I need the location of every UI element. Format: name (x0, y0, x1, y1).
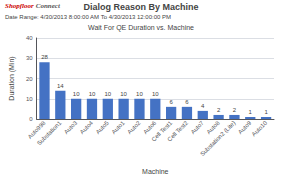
svg-text:0: 0 (29, 116, 33, 122)
svg-text:10: 10 (89, 91, 96, 97)
svg-text:Auto1: Auto1 (110, 119, 126, 135)
svg-text:20: 20 (26, 76, 33, 82)
svg-text:1: 1 (264, 109, 268, 115)
svg-text:10: 10 (136, 91, 143, 97)
svg-text:28: 28 (41, 54, 48, 60)
svg-text:6: 6 (169, 99, 173, 105)
svg-text:10: 10 (120, 91, 127, 97)
svg-text:Auto9: Auto9 (237, 119, 253, 136)
svg-text:Auto998: Auto998 (26, 119, 47, 140)
svg-text:Substation1: Substation1 (36, 119, 63, 146)
svg-text:6: 6 (185, 99, 189, 105)
svg-text:Cell Test2: Cell Test2 (166, 119, 189, 142)
svg-text:Auto8: Auto8 (205, 119, 221, 136)
svg-text:30: 30 (26, 55, 33, 61)
svg-text:Substation2 (Lite): Substation2 (Lite) (199, 120, 236, 157)
svg-text:Auto10: Auto10 (251, 119, 269, 137)
svg-text:14: 14 (57, 83, 64, 89)
svg-text:Connect: Connect (36, 2, 61, 10)
svg-text:Auto6: Auto6 (142, 119, 158, 136)
svg-text:Auto5: Auto5 (95, 119, 111, 135)
svg-text:Auto4: Auto4 (79, 119, 95, 135)
svg-text:10: 10 (104, 91, 111, 97)
svg-text:Date Range: 4/30/2013 8:00:00: Date Range: 4/30/2013 8:00:00 AM To 4/30… (5, 14, 171, 20)
svg-text:2: 2 (217, 107, 221, 113)
svg-text:10: 10 (152, 91, 159, 97)
svg-text:4: 4 (201, 103, 205, 109)
svg-text:40: 40 (26, 35, 33, 41)
svg-text:1: 1 (249, 109, 253, 115)
svg-text:10: 10 (26, 96, 33, 102)
svg-text:Shopfloor: Shopfloor (5, 2, 34, 10)
svg-text:2: 2 (233, 107, 237, 113)
svg-text:Auto2: Auto2 (126, 119, 142, 135)
svg-text:Wait For QE Duration vs. Machi: Wait For QE Duration vs. Machine (88, 24, 194, 32)
svg-text:Machine: Machine (142, 168, 169, 175)
svg-text:Duration (Min): Duration (Min) (8, 56, 16, 100)
svg-text:Dialog Reason By Machine: Dialog Reason By Machine (83, 2, 198, 12)
svg-text:10: 10 (73, 91, 80, 97)
svg-text:Auto7: Auto7 (190, 119, 206, 135)
svg-text:Auto3: Auto3 (63, 119, 79, 135)
svg-text:Cell Test1: Cell Test1 (150, 119, 174, 143)
